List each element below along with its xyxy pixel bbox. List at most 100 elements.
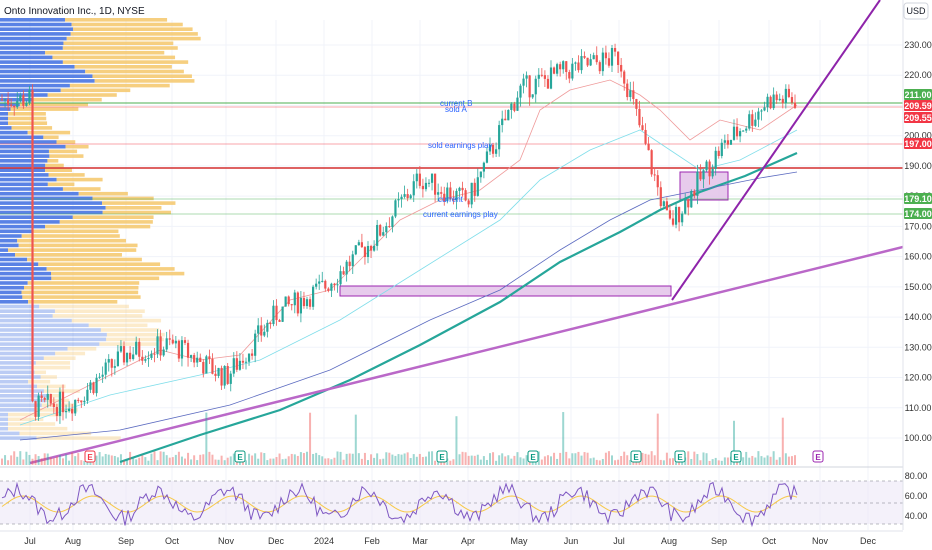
candle-body [25, 103, 28, 106]
volume-bar [293, 454, 296, 465]
candle-body [687, 199, 690, 208]
trendline-steep[interactable] [671, 0, 881, 301]
trendline-long[interactable] [29, 245, 903, 465]
profile-bar-sell [35, 361, 71, 365]
time-labels: Jul Aug Sep Oct Nov Dec 2024 Feb Mar Apr May Jun Jul… [24, 536, 876, 546]
volume-bar [501, 453, 504, 465]
volume-bar [562, 412, 565, 465]
event-marker-letter: E [87, 453, 93, 462]
profile-bar-sell [102, 210, 171, 215]
volume-bar [126, 459, 129, 465]
earnings-event-marker[interactable]: E [674, 450, 686, 463]
volume-bar [336, 451, 339, 465]
candle-body [174, 340, 177, 344]
volume-bar [659, 459, 662, 465]
candle-body [22, 95, 25, 106]
volume-bar [787, 456, 790, 465]
candle-body [464, 190, 467, 201]
volume-bar [65, 454, 68, 465]
volume-bar [217, 459, 220, 465]
earnings-event-marker[interactable]: E [436, 450, 448, 463]
price-axis[interactable] [902, 0, 932, 550]
volume-bar [781, 417, 784, 465]
profile-bar-buy [0, 408, 35, 412]
time-axis[interactable] [0, 530, 932, 550]
volume-bar [394, 455, 397, 465]
profile-bar-buy [0, 140, 57, 144]
profile-bar-buy [0, 436, 37, 440]
volume-bar [742, 457, 745, 465]
profile-bar-buy [0, 384, 37, 389]
candle-body [732, 126, 736, 140]
volume-bar [766, 455, 769, 465]
candle-body [144, 359, 147, 361]
volume-bar [412, 454, 415, 465]
earnings-event-marker[interactable]: E [812, 450, 824, 463]
profile-bar-sell [45, 168, 72, 172]
profile-bar-sell [8, 112, 46, 116]
profile-bar-sell [8, 422, 56, 426]
volume-profile [0, 18, 201, 440]
volume-bar [794, 455, 796, 465]
currency-button[interactable]: USD [903, 2, 929, 20]
volume-bar [266, 460, 269, 465]
candle-body [485, 151, 489, 163]
candle-body [330, 283, 333, 291]
candle-body [565, 61, 568, 73]
volume-bar [409, 458, 412, 465]
trendlines [29, 0, 903, 465]
volume-bar [672, 458, 674, 465]
candle-body [720, 142, 723, 157]
volume-bar [543, 456, 546, 465]
profile-bar-sell [15, 253, 122, 257]
profile-bar-sell [8, 121, 48, 125]
price-badge-label: 197.00 [904, 139, 932, 149]
volume-bar [34, 454, 37, 465]
volume-bar [492, 452, 495, 465]
earnings-event-marker[interactable]: E [630, 450, 642, 463]
earnings-event-marker[interactable]: E [527, 450, 539, 463]
candle-body [296, 292, 299, 314]
volume-bar [495, 460, 498, 465]
volume-bar [281, 459, 284, 465]
price-tick-label: 110.00 [905, 403, 932, 413]
zone-box-lower[interactable] [339, 285, 672, 297]
earnings-event-marker[interactable]: E [730, 450, 742, 463]
candle-body [443, 193, 446, 202]
profile-bar-buy [0, 356, 44, 360]
volume-bar [431, 451, 434, 465]
volume-bar [55, 456, 58, 465]
volume-bar [516, 452, 519, 465]
horizontal-levels [0, 102, 903, 215]
volume-bar [559, 452, 562, 465]
moving-averages [19, 79, 798, 464]
earnings-event-marker[interactable]: E [234, 450, 246, 463]
earnings-event-marker[interactable]: E [84, 450, 96, 463]
profile-bar-sell [48, 149, 78, 154]
volume-bar [388, 452, 391, 465]
profile-bar-buy [0, 32, 71, 36]
time-tick-label: Aug [65, 536, 81, 546]
time-tick-label: Mar [412, 536, 428, 546]
volume-bar [385, 452, 388, 465]
volume-bar [510, 458, 513, 465]
profile-bar-buy [0, 253, 16, 257]
candle-body [281, 306, 284, 322]
candle-body [668, 210, 672, 219]
candle-body [13, 105, 16, 108]
price-badge: 197.00 [904, 138, 932, 149]
candle-body [522, 78, 525, 86]
volume-bar [327, 458, 330, 465]
candle-body [180, 340, 184, 359]
candle-body [71, 408, 74, 414]
candle-body [190, 355, 193, 358]
profile-bar-buy [0, 159, 48, 163]
candle-body [766, 96, 769, 108]
profile-bar-sell [27, 257, 142, 262]
candle-body [223, 365, 226, 386]
candle-body [504, 118, 507, 121]
candle-body [723, 140, 726, 143]
volume-bar [626, 455, 629, 465]
candle-body [37, 395, 40, 417]
rsi-tick-label: 40.00 [905, 511, 928, 521]
